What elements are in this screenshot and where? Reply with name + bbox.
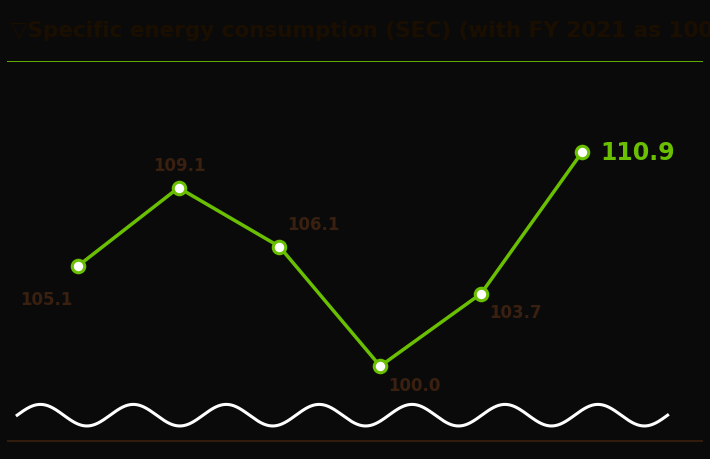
Text: 110.9: 110.9 xyxy=(600,141,674,165)
Text: 100.0: 100.0 xyxy=(388,376,441,394)
Text: ▽Specific energy consumption (SEC) (with FY 2021 as 100): ▽Specific energy consumption (SEC) (with… xyxy=(11,21,710,41)
Text: 109.1: 109.1 xyxy=(153,157,206,174)
Text: 106.1: 106.1 xyxy=(288,215,340,233)
Text: 103.7: 103.7 xyxy=(489,304,542,322)
Text: 105.1: 105.1 xyxy=(21,290,72,308)
